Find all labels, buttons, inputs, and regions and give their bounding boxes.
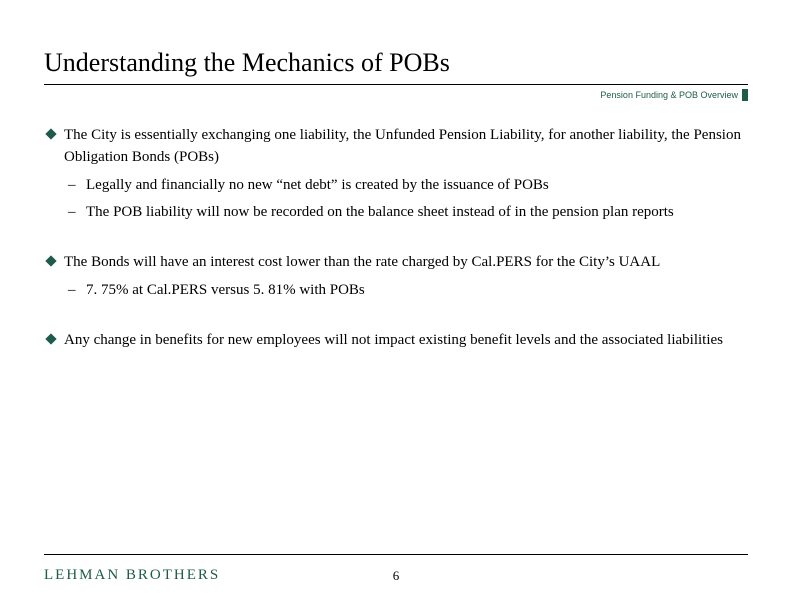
bullet-text: Any change in benefits for new employees… [64,330,748,352]
slide: Understanding the Mechanics of POBs Pens… [0,0,792,612]
footer-rule [44,554,748,555]
footer-row: LEHMAN BROTHERS 6 [44,567,748,584]
page-title: Understanding the Mechanics of POBs [44,48,748,85]
sub-bullet: – Legally and financially no new “net de… [46,175,748,197]
bullet-block: Any change in benefits for new employees… [46,330,748,352]
bullet: The Bonds will have an interest cost low… [46,252,748,274]
diamond-icon [46,125,64,138]
bullet-text: The Bonds will have an interest cost low… [64,252,748,274]
breadcrumb-row: Pension Funding & POB Overview [44,89,748,101]
bullet-block: The City is essentially exchanging one l… [46,125,748,224]
content: The City is essentially exchanging one l… [44,125,748,351]
sub-bullet: – The POB liability will now be recorded… [46,202,748,224]
sub-bullet-text: 7. 75% at Cal.PERS versus 5. 81% with PO… [86,280,748,302]
sub-bullet-text: The POB liability will now be recorded o… [86,202,748,224]
bullet: The City is essentially exchanging one l… [46,125,748,169]
dash-icon: – [68,202,86,224]
sub-bullet: – 7. 75% at Cal.PERS versus 5. 81% with … [46,280,748,302]
breadcrumb-marker-icon [742,89,748,101]
dash-icon: – [68,280,86,302]
diamond-icon [46,252,64,265]
footer: LEHMAN BROTHERS 6 [44,554,748,584]
breadcrumb: Pension Funding & POB Overview [600,90,742,100]
dash-icon: – [68,175,86,197]
page-number: 6 [393,568,400,584]
sub-bullet-text: Legally and financially no new “net debt… [86,175,748,197]
bullet: Any change in benefits for new employees… [46,330,748,352]
diamond-icon [46,330,64,343]
bullet-block: The Bonds will have an interest cost low… [46,252,748,302]
bullet-text: The City is essentially exchanging one l… [64,125,748,169]
logo: LEHMAN BROTHERS [44,567,220,584]
